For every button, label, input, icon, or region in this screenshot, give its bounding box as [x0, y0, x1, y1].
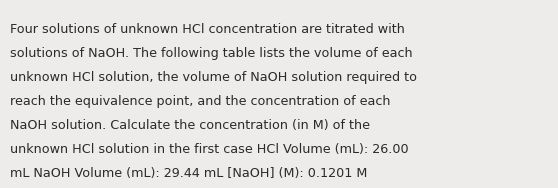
- Text: solutions of NaOH. The following table lists the volume of each: solutions of NaOH. The following table l…: [10, 47, 413, 60]
- Text: Four solutions of unknown HCl concentration are titrated with: Four solutions of unknown HCl concentrat…: [10, 23, 405, 36]
- Text: unknown HCl solution in the first case HCl Volume (mL): 26.00: unknown HCl solution in the first case H…: [10, 143, 408, 156]
- Text: NaOH solution. Calculate the concentration (in M) of the: NaOH solution. Calculate the concentrati…: [10, 119, 370, 132]
- Text: reach the equivalence point, and the concentration of each: reach the equivalence point, and the con…: [10, 95, 391, 108]
- Text: unknown HCl solution, the volume of NaOH solution required to: unknown HCl solution, the volume of NaOH…: [10, 71, 417, 84]
- Text: mL NaOH Volume (mL): 29.44 mL [NaOH] (M): 0.1201 M: mL NaOH Volume (mL): 29.44 mL [NaOH] (M)…: [10, 167, 367, 180]
